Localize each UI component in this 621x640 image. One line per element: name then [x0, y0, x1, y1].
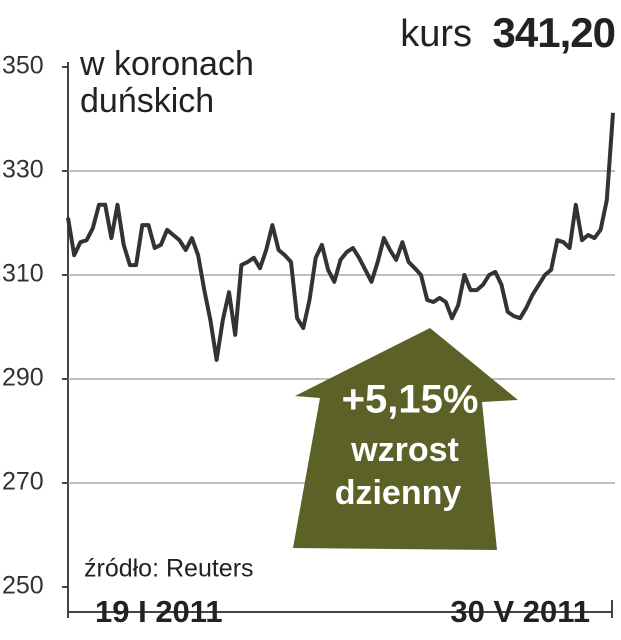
source: źródło: Reuters — [84, 555, 254, 583]
y-tick-label: 310 — [2, 260, 44, 288]
line-series — [66, 112, 615, 362]
unit-label: duńskich — [80, 82, 214, 120]
title-value: 341,20 — [493, 9, 615, 56]
x-tick-label: 30 V 2011 — [450, 594, 590, 629]
annotation-text: wzrost — [350, 431, 459, 469]
annotation-text: +5,15% — [342, 378, 479, 422]
annotation-arrow — [293, 328, 518, 550]
x-tick-label: 19 I 2011 — [95, 594, 223, 629]
unit-label: w koronach — [79, 45, 254, 83]
title-label: kurs — [400, 13, 472, 55]
annotation-text: dzienny — [335, 474, 462, 512]
y-tick-label: 350 — [2, 52, 44, 80]
y-tick-label: 250 — [2, 572, 44, 600]
y-tick-label: 290 — [2, 364, 44, 392]
y-tick-label: 270 — [2, 468, 44, 496]
y-tick-label: 330 — [2, 156, 44, 184]
